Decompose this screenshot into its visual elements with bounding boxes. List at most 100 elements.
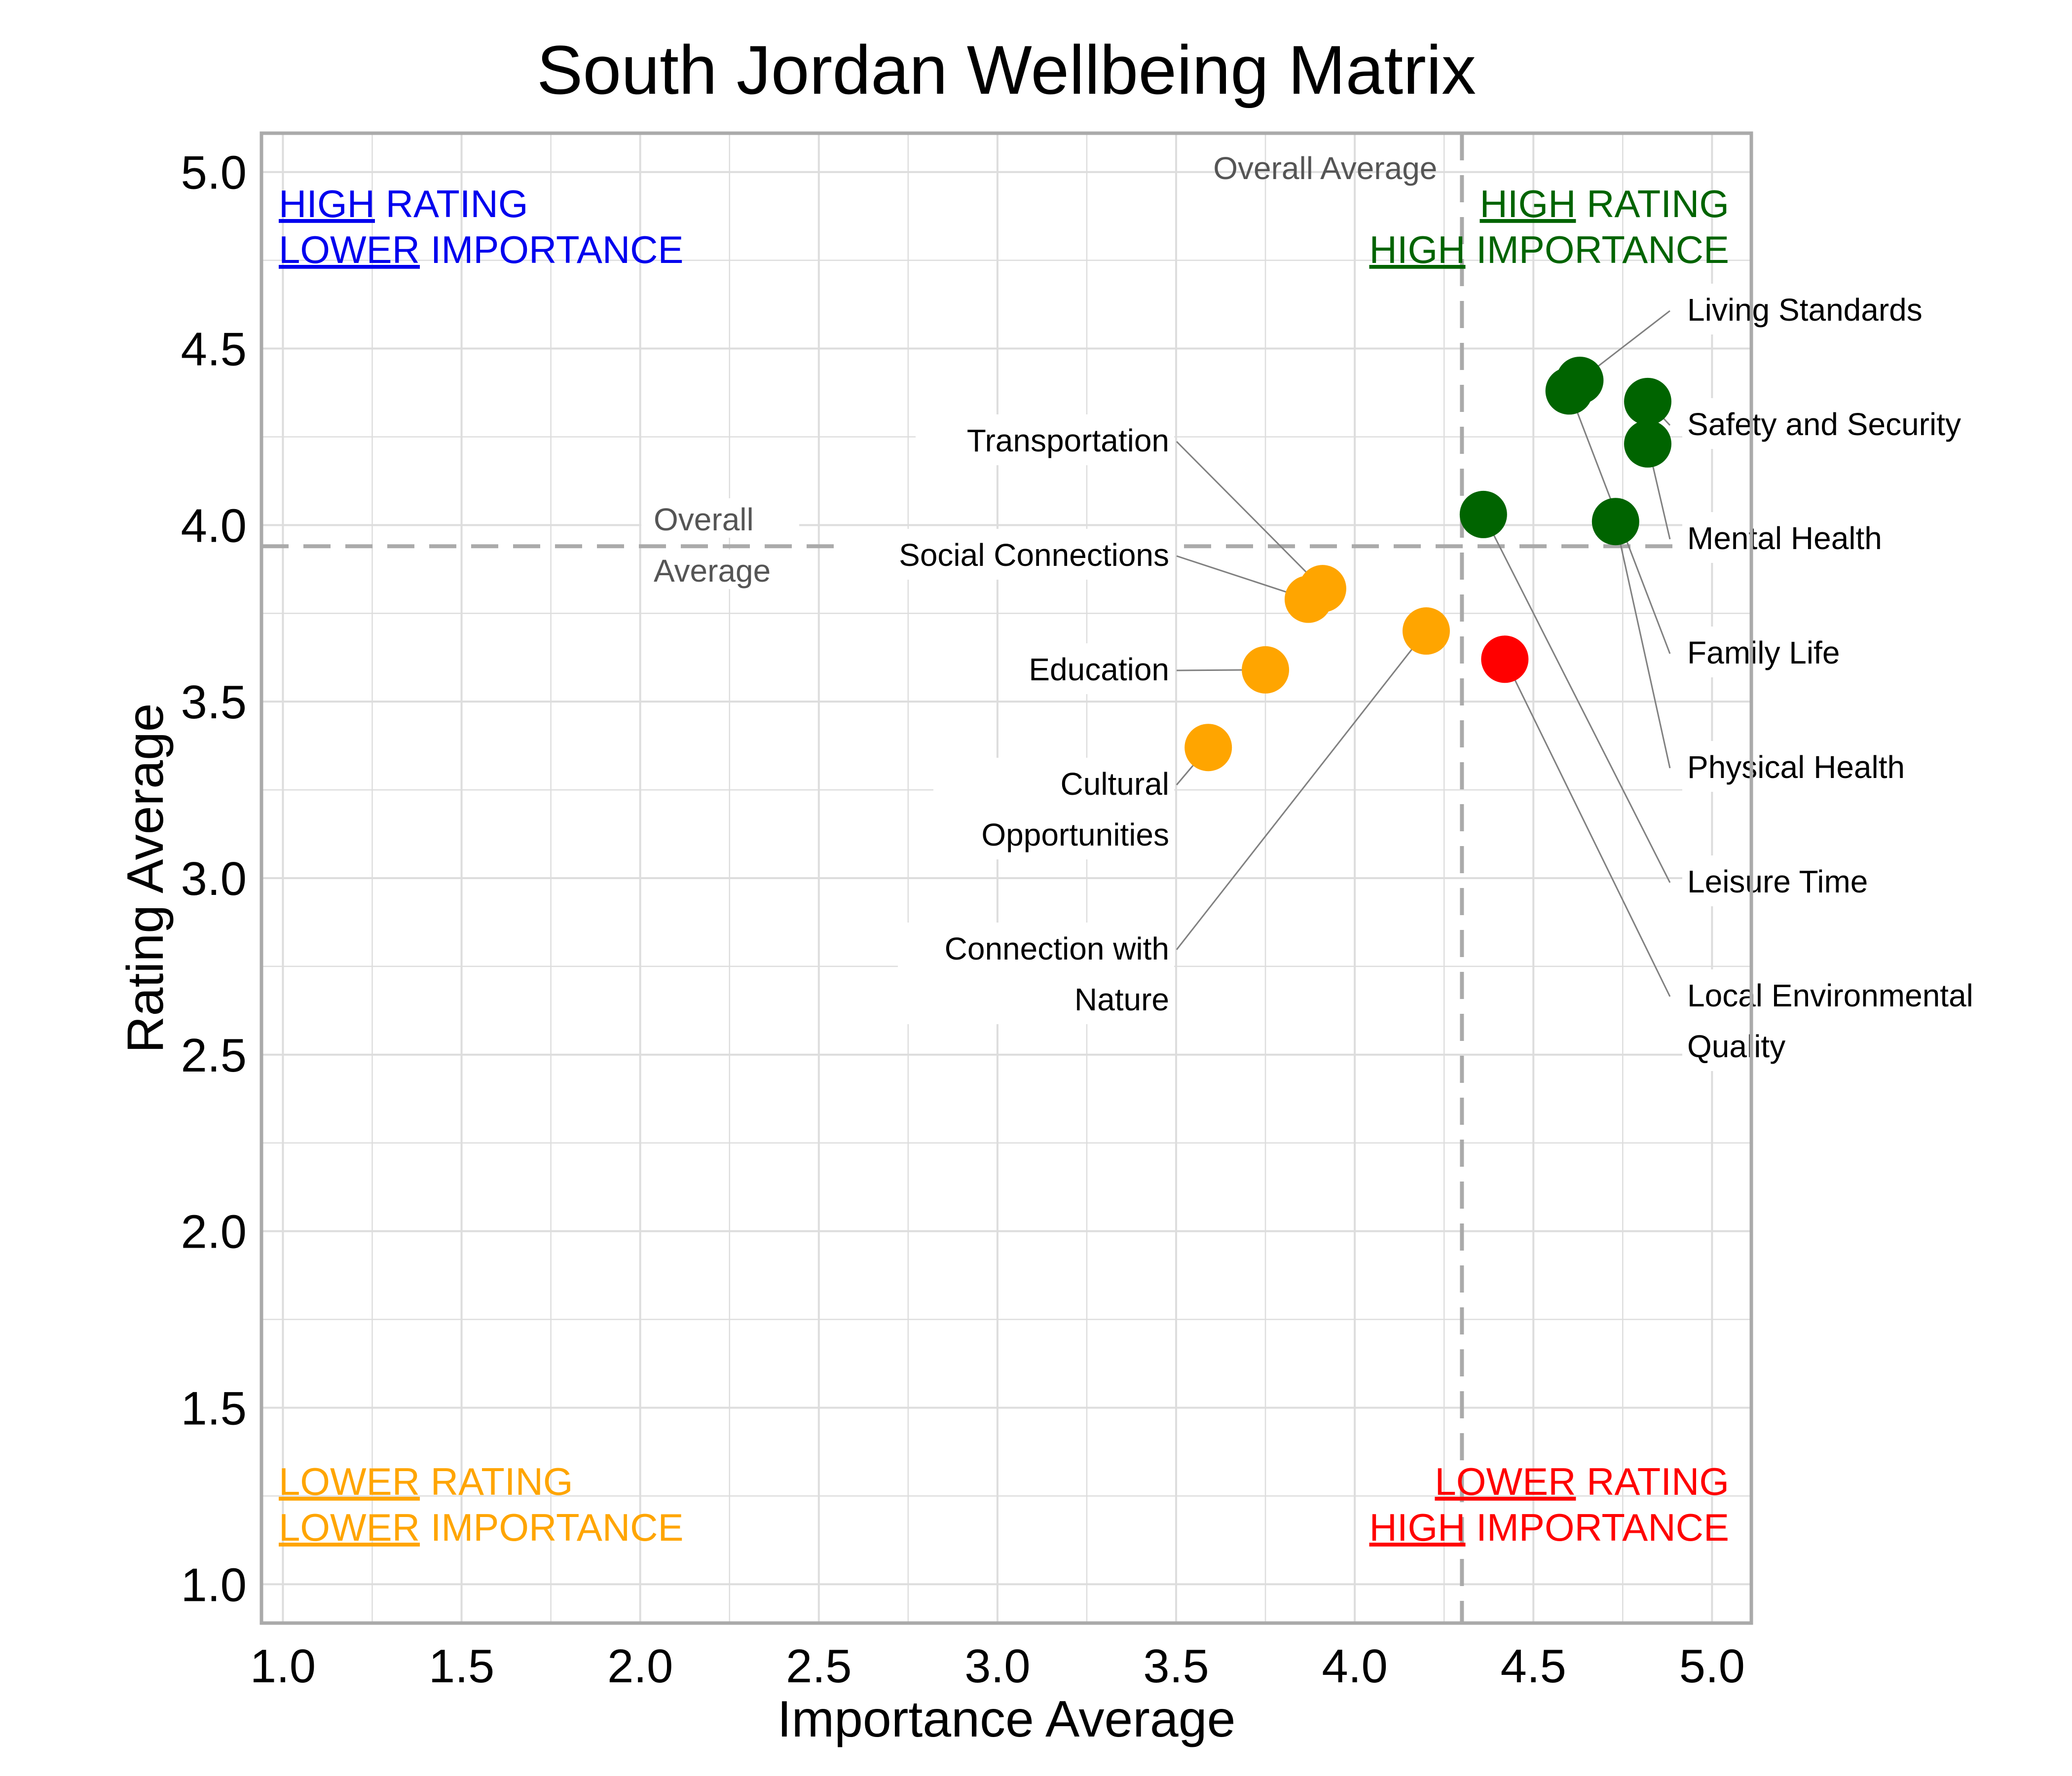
point-label: Safety and Security [1687, 407, 1961, 442]
quadrant-label-bottom-right: HIGH IMPORTANCE [1369, 1506, 1730, 1549]
y-tick-label: 3.5 [181, 676, 247, 729]
x-tick-label: 2.5 [786, 1640, 851, 1693]
quadrant-label-emphasis: LOWER [279, 1460, 420, 1503]
quadrant-label-rest: IMPORTANCE [1466, 228, 1730, 271]
data-point-marker [1624, 377, 1671, 425]
point-label: Physical Health [1687, 749, 1905, 785]
quadrant-label-bottom-right: LOWER RATING [1435, 1460, 1729, 1503]
quadrant-label-top-left: HIGH RATING [279, 182, 528, 225]
quadrant-label-emphasis: HIGH [1369, 1506, 1466, 1549]
quadrant-label-emphasis: LOWER [279, 1506, 420, 1549]
data-point-marker [1624, 420, 1671, 468]
x-tick-label: 2.0 [607, 1640, 673, 1693]
point-label-bg [1682, 627, 1887, 677]
data-point-marker [1242, 646, 1290, 694]
x-tick-label: 5.0 [1679, 1640, 1745, 1693]
overall-average-label-bg [641, 550, 799, 589]
point-label: Family Life [1687, 635, 1840, 670]
point-label: Cultural [1060, 766, 1169, 802]
x-tick-label: 3.5 [1143, 1640, 1209, 1693]
x-tick-label: 1.5 [429, 1640, 494, 1693]
point-label: Education [1029, 652, 1169, 687]
quadrant-label-rest: IMPORTANCE [420, 1506, 684, 1549]
label-leader-line [1615, 521, 1671, 769]
point-label: Nature [1074, 982, 1169, 1017]
point-label-bg [845, 529, 1174, 580]
quadrant-label-emphasis: LOWER [279, 228, 420, 271]
label-leader-line [1504, 659, 1671, 997]
y-tick-label: 1.5 [181, 1382, 247, 1435]
point-label: Living Standards [1687, 292, 1923, 328]
x-tick-label: 4.5 [1500, 1640, 1566, 1693]
x-tick-label: 1.0 [250, 1640, 316, 1693]
point-label: Connection with [945, 931, 1169, 966]
quadrant-label-bottom-left: LOWER IMPORTANCE [279, 1506, 684, 1549]
quadrant-label-rest: RATING [420, 1460, 573, 1503]
point-label-bg [933, 758, 1174, 859]
overall-average-horizontal-label: Overall [654, 502, 754, 537]
quadrant-label-rest: IMPORTANCE [420, 228, 684, 271]
point-label: Social Connections [899, 537, 1169, 573]
chart-title: South Jordan Wellbeing Matrix [537, 31, 1476, 109]
data-points [1184, 356, 1671, 772]
point-label-bg [1682, 512, 1923, 563]
point-label-bg [1682, 855, 1905, 906]
data-point-marker [1184, 724, 1232, 772]
quadrant-label-top-left: LOWER IMPORTANCE [279, 228, 684, 271]
axis-tick-labels: 1.0 1.5 2.0 2.5 3.0 3.5 4.0 4.5 5.0 1.0 1.5 2.0 2.5 3… [181, 147, 1745, 1693]
y-axis-title: Rating Average [117, 703, 174, 1053]
point-labels: Living Standards Safety and Security Menta… [845, 284, 2030, 1071]
y-tick-label: 5.0 [181, 147, 247, 199]
point-label-bg [1682, 398, 2030, 449]
x-axis-title: Importance Average [777, 1691, 1236, 1748]
quadrant-label-emphasis: HIGH [279, 182, 375, 225]
quadrant-label-top-right: HIGH RATING [1480, 182, 1729, 225]
label-leader-line [1176, 630, 1427, 950]
point-label-bg [1682, 284, 1976, 334]
quadrant-label-rest: RATING [1576, 1460, 1729, 1503]
y-tick-label: 4.5 [181, 323, 247, 376]
data-point-marker [1459, 490, 1507, 538]
overall-average-vertical-label: Overall Average [1213, 150, 1437, 186]
quadrant-label-emphasis: LOWER [1435, 1460, 1576, 1503]
point-label: Quality [1687, 1029, 1785, 1064]
data-point-marker [1284, 575, 1332, 623]
quadrant-label-emphasis: HIGH [1480, 182, 1576, 225]
label-leader-line [1482, 514, 1671, 883]
point-label: Local Environmental [1687, 978, 1973, 1013]
overall-average-horizontal-label: Average [654, 553, 771, 589]
quadrant-label-emphasis: HIGH [1369, 228, 1466, 271]
overall-average-label-bg [641, 498, 799, 538]
quadrant-label-bottom-left: LOWER RATING [279, 1460, 573, 1503]
quadrant-label-rest: RATING [1576, 182, 1729, 225]
x-tick-label: 3.0 [964, 1640, 1030, 1693]
point-label-bg [1682, 741, 1959, 792]
grid-lines [261, 133, 1751, 1623]
point-label-bg [1682, 969, 2030, 1071]
point-label-bg [898, 923, 1174, 1024]
point-label-bg [1004, 643, 1174, 694]
y-tick-label: 2.5 [181, 1029, 247, 1082]
data-point-marker [1481, 635, 1529, 683]
x-tick-label: 4.0 [1322, 1640, 1387, 1693]
point-label: Leisure Time [1687, 864, 1868, 899]
data-point-marker [1402, 607, 1450, 655]
point-label-bg [916, 414, 1174, 465]
quadrant-label-rest: IMPORTANCE [1466, 1506, 1730, 1549]
point-label: Mental Health [1687, 520, 1882, 556]
overall-average-lines: Overall Average Overall Average [261, 133, 1751, 1623]
y-tick-label: 4.0 [181, 499, 247, 552]
data-point-marker [1591, 498, 1639, 546]
plot-frame [259, 131, 1753, 1625]
point-label: Transportation [967, 423, 1169, 458]
label-leader-line [1176, 441, 1323, 590]
point-label: Opportunities [981, 817, 1169, 852]
y-tick-label: 2.0 [181, 1206, 247, 1258]
data-point-marker [1545, 367, 1593, 415]
y-tick-label: 3.0 [181, 852, 247, 905]
quadrant-label-rest: RATING [375, 182, 528, 225]
quadrant-label-top-right: HIGH IMPORTANCE [1369, 228, 1730, 271]
y-tick-label: 1.0 [181, 1558, 247, 1611]
